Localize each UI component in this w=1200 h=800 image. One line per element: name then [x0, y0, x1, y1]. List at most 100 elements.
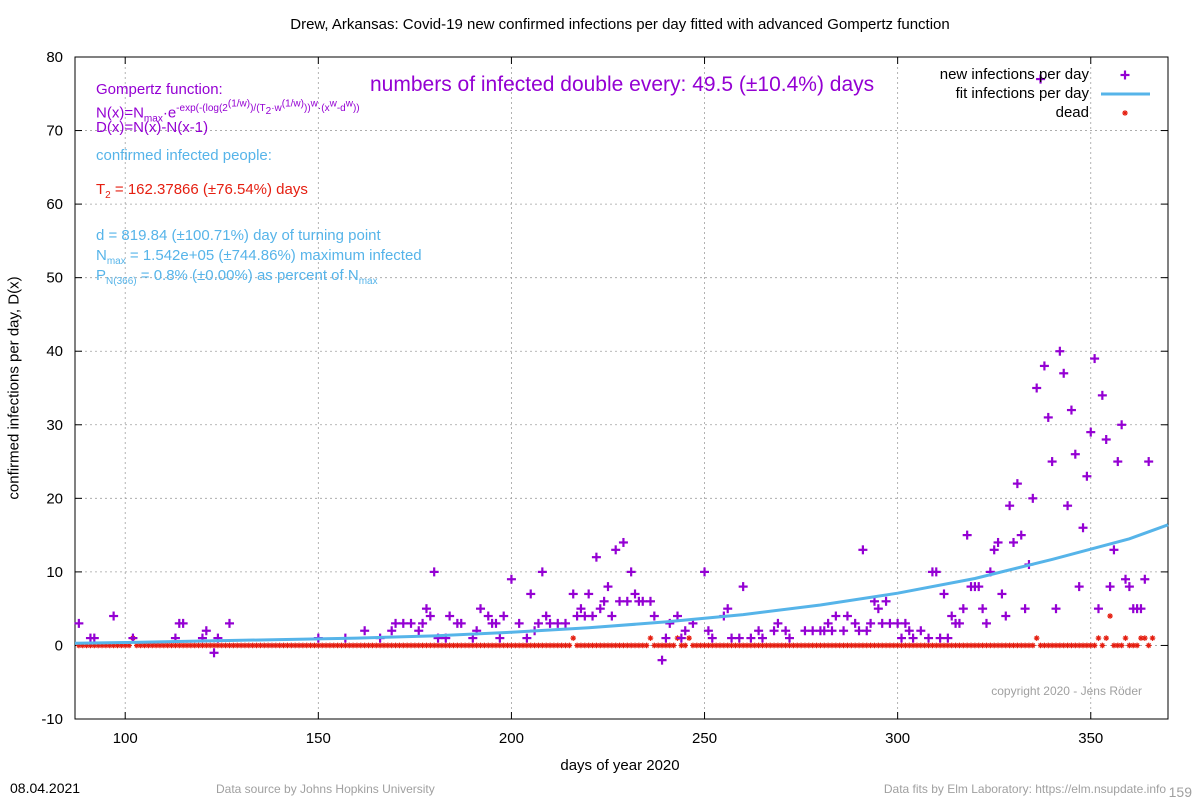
infection-point — [935, 633, 945, 643]
infection-point — [773, 618, 783, 628]
infection-point — [850, 618, 860, 628]
dead-point — [543, 642, 549, 649]
dead-point — [1091, 642, 1098, 649]
dead-point — [952, 642, 959, 649]
infection-point — [1055, 346, 1065, 356]
y-tick-label: 10 — [46, 564, 63, 581]
dead-point — [300, 642, 306, 649]
y-tick-label: 0 — [55, 637, 63, 654]
infection-point — [1070, 449, 1080, 459]
dead-point — [400, 642, 407, 649]
dead-point — [1134, 642, 1140, 649]
infection-point — [1043, 412, 1053, 422]
dead-point — [786, 642, 793, 649]
infection-point — [1001, 611, 1011, 621]
plot-frame — [74, 56, 1169, 720]
dead-point — [1107, 613, 1113, 619]
infection-point — [599, 596, 609, 606]
dead-point — [713, 642, 719, 649]
y-tick-label: -10 — [41, 711, 63, 728]
dead-point — [1095, 635, 1102, 641]
infection-point — [89, 633, 99, 643]
infection-point — [1005, 501, 1015, 511]
dead-point — [365, 642, 372, 649]
x-tick-label: 250 — [692, 730, 717, 747]
infection-point — [607, 611, 617, 621]
infection-point — [657, 655, 667, 665]
dead-point — [682, 642, 689, 649]
dead-point — [605, 642, 611, 649]
dead-point — [597, 642, 604, 649]
infection-point — [1032, 383, 1042, 393]
infection-point — [823, 618, 833, 628]
dead-point — [481, 642, 488, 649]
dead-point — [1010, 642, 1017, 649]
gompertz-heading: Gompertz function: — [96, 81, 223, 98]
dead-point — [1064, 642, 1071, 649]
dead-point — [230, 642, 237, 649]
infection-point — [1109, 545, 1119, 555]
fit-line — [74, 523, 1169, 645]
confirmed-label: confirmed infected people: — [96, 147, 272, 164]
dead-point — [346, 642, 353, 649]
infection-point — [209, 648, 219, 658]
infection-point — [974, 582, 984, 592]
dead-point — [412, 642, 418, 649]
infection-point — [839, 626, 849, 636]
infection-point — [1082, 471, 1092, 481]
infection-point — [1016, 530, 1026, 540]
infection-point — [727, 633, 737, 643]
dead-point — [1030, 642, 1036, 649]
infection-point — [74, 618, 84, 628]
t2-text: T2 = 162.37866 (±76.54%) days — [96, 181, 308, 201]
infection-point — [414, 626, 424, 636]
dead-point — [1026, 642, 1032, 649]
infection-point — [734, 633, 744, 643]
infection-point — [1078, 523, 1088, 533]
infection-point — [661, 633, 671, 643]
dead-point — [659, 642, 665, 649]
gompertz-formula-d: D(x)=N(x)-N(x-1) — [96, 119, 209, 136]
dead-point — [763, 642, 770, 649]
infection-point — [560, 618, 570, 628]
dead-point — [531, 642, 538, 649]
chart-title: Drew, Arkansas: Covid-19 new confirmed i… — [290, 16, 950, 33]
infection-point — [954, 618, 964, 628]
infection-point — [1009, 537, 1019, 547]
dead-point — [778, 642, 785, 649]
dead-point — [222, 642, 229, 649]
dead-point — [238, 642, 244, 649]
infection-point — [588, 611, 598, 621]
infection-point — [703, 626, 713, 636]
infection-point — [1086, 427, 1096, 437]
infection-point — [645, 596, 655, 606]
dead-point — [1103, 635, 1110, 641]
infection-point — [962, 530, 972, 540]
infection-point — [842, 611, 852, 621]
infection-point — [800, 626, 810, 636]
infection-point — [201, 626, 211, 636]
infection-point — [943, 633, 953, 643]
infection-point — [1074, 582, 1084, 592]
infection-point — [391, 618, 401, 628]
legend-label-new-infections: new infections per day — [939, 66, 1089, 83]
dead-point — [1142, 635, 1148, 641]
infection-point — [738, 582, 748, 592]
dead-point — [527, 642, 534, 649]
infection-point — [904, 626, 914, 636]
footer-date: 08.04.2021 — [10, 780, 81, 796]
dead-point — [616, 642, 623, 649]
dead-point — [1033, 635, 1040, 641]
infection-point — [993, 537, 1003, 547]
y-tick-label: 80 — [46, 49, 63, 66]
dead-point — [1145, 642, 1152, 649]
dead-point — [694, 642, 700, 649]
footer-page-number: 159 — [1168, 784, 1192, 800]
dead-point — [690, 642, 696, 649]
copyright-text: copyright 2020 - Jens Röder — [991, 684, 1142, 698]
dead-point — [450, 642, 457, 649]
infection-point — [595, 604, 605, 614]
infection-point — [897, 633, 907, 643]
infection-point — [1020, 604, 1030, 614]
